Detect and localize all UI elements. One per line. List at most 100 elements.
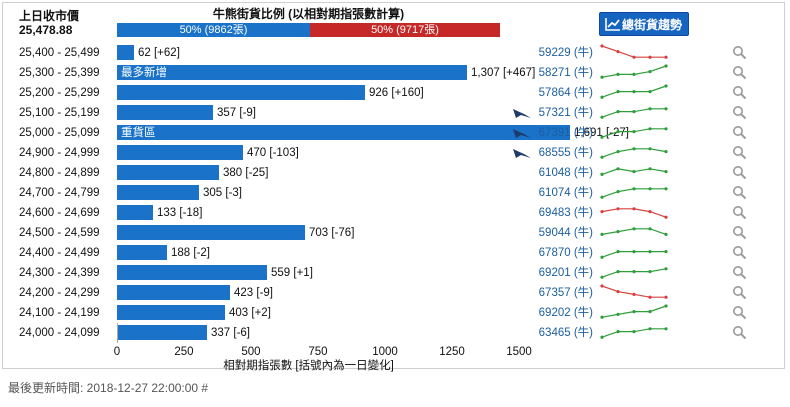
outstanding-bar <box>117 305 225 320</box>
strike-range-label: 25,400 - 25,499 <box>19 47 100 59</box>
bar-value-label: 423 [-9] <box>234 287 273 299</box>
strike-range-label: 24,000 - 24,099 <box>19 327 100 339</box>
outstanding-bar <box>117 225 305 240</box>
bar-highlight-tag: 重貨區 <box>121 127 156 139</box>
outstanding-bar <box>117 85 365 100</box>
top-cbbc-code-link[interactable]: 57864 (牛) <box>538 87 593 99</box>
strike-range-label: 24,800 - 24,899 <box>19 167 100 179</box>
x-axis-tick-label: 1250 <box>439 346 465 358</box>
trend-sparkline[interactable] <box>599 163 669 183</box>
magnifier-icon[interactable] <box>732 265 747 280</box>
bull-bear-ratio-bar: 50% (9862張) 50% (9717張) <box>117 23 500 37</box>
outstanding-row: 24,300 - 24,399 559 [+1] 69201 (牛) <box>3 263 784 283</box>
outstanding-row: 25,300 - 25,399 最多新增 1,307 [+467] 58271 (牛) <box>3 63 784 83</box>
magnifier-icon[interactable] <box>732 145 747 160</box>
magnifier-icon[interactable] <box>732 185 747 200</box>
magnifier-icon[interactable] <box>732 165 747 180</box>
total-outstanding-trend-button[interactable]: 總街貨趨勢 <box>599 12 689 36</box>
outstanding-row: 25,200 - 25,299 926 [+160] 57864 (牛) <box>3 83 784 103</box>
bar-value-label: 337 [-6] <box>211 327 250 339</box>
magnifier-icon[interactable] <box>732 85 747 100</box>
strike-range-label: 24,400 - 24,499 <box>19 247 100 259</box>
outstanding-row: 25,000 - 25,099 重貨區 1,691 [-27] 67391 (牛) <box>3 123 784 143</box>
top-cbbc-code-link[interactable]: 59229 (牛) <box>538 47 593 59</box>
outstanding-row: 24,900 - 24,999 470 [-103] 68555 (牛) <box>3 143 784 163</box>
trend-sparkline[interactable] <box>599 83 669 103</box>
top-cbbc-code-link[interactable]: 59044 (牛) <box>538 227 593 239</box>
magnifier-icon[interactable] <box>732 305 747 320</box>
magnifier-icon[interactable] <box>732 325 747 340</box>
bar-value-label: 305 [-3] <box>203 187 242 199</box>
bar-value-label: 380 [-25] <box>223 167 269 179</box>
outstanding-bar <box>117 65 467 80</box>
strike-range-label: 24,100 - 24,199 <box>19 307 100 319</box>
outstanding-row: 25,400 - 25,499 62 [+62] 59229 (牛) <box>3 43 784 63</box>
outstanding-row: 24,600 - 24,699 133 [-18] 69483 (牛) <box>3 203 784 223</box>
magnifier-icon[interactable] <box>732 105 747 120</box>
strike-range-label: 25,200 - 25,299 <box>19 87 100 99</box>
strike-range-label: 25,000 - 25,099 <box>19 127 100 139</box>
trend-sparkline[interactable] <box>599 243 669 263</box>
top-cbbc-code-link[interactable]: 57321 (牛) <box>538 107 593 119</box>
outstanding-row: 24,100 - 24,199 403 [+2] 69202 (牛) <box>3 303 784 323</box>
trend-sparkline[interactable] <box>599 63 669 83</box>
top-cbbc-code-link[interactable]: 61048 (牛) <box>538 167 593 179</box>
magnifier-icon[interactable] <box>732 225 747 240</box>
ratio-title: 牛熊街貨比例 (以相對期指張數計算) <box>212 7 405 21</box>
outstanding-bar <box>117 205 153 220</box>
trend-sparkline[interactable] <box>599 183 669 203</box>
trend-sparkline[interactable] <box>599 283 669 303</box>
outstanding-row: 24,500 - 24,599 703 [-76] 59044 (牛) <box>3 223 784 243</box>
top-cbbc-code-link[interactable]: 67357 (牛) <box>538 287 593 299</box>
trend-sparkline[interactable] <box>599 143 669 163</box>
top-cbbc-code-link[interactable]: 68555 (牛) <box>538 147 593 159</box>
magnifier-icon[interactable] <box>732 205 747 220</box>
bull-ratio-segment: 50% (9862張) <box>117 23 310 37</box>
strike-range-label: 24,300 - 24,399 <box>19 267 100 279</box>
outstanding-bar <box>117 165 219 180</box>
outstanding-bar <box>117 185 199 200</box>
top-cbbc-code-link[interactable]: 69483 (牛) <box>538 207 593 219</box>
trend-sparkline[interactable] <box>599 223 669 243</box>
strike-range-label: 25,300 - 25,399 <box>19 67 100 79</box>
outstanding-row: 24,000 - 24,099 337 [-6] 63465 (牛) <box>3 323 784 343</box>
top-cbbc-code-link[interactable]: 67870 (牛) <box>538 247 593 259</box>
x-axis-tick-label: 500 <box>241 346 261 358</box>
bar-value-label: 926 [+160] <box>369 87 424 99</box>
top-cbbc-code-link[interactable]: 63465 (牛) <box>538 327 593 339</box>
top-cbbc-code-link[interactable]: 61074 (牛) <box>538 187 593 199</box>
cbbc-panel: 上日收市價 25,478.88 牛熊街貨比例 (以相對期指張數計算) 50% (… <box>2 2 785 372</box>
outstanding-bar <box>117 105 213 120</box>
trend-sparkline[interactable] <box>599 43 669 63</box>
trend-sparkline[interactable] <box>599 103 669 123</box>
top-cbbc-code-link[interactable]: 58271 (牛) <box>538 67 593 79</box>
magnifier-icon[interactable] <box>732 125 747 140</box>
magnifier-icon[interactable] <box>732 45 747 60</box>
trend-sparkline[interactable] <box>599 303 669 323</box>
top-cbbc-code-link[interactable]: 69201 (牛) <box>538 267 593 279</box>
strike-range-label: 24,700 - 24,799 <box>19 187 100 199</box>
bar-value-label: 133 [-18] <box>157 207 203 219</box>
trend-sparkline[interactable] <box>599 263 669 283</box>
x-axis-title: 相對期指張數 [括號內為一日變化] <box>223 360 394 372</box>
outstanding-bar <box>117 245 167 260</box>
x-axis-tick-label: 0 <box>113 346 121 358</box>
trend-sparkline[interactable] <box>599 323 669 343</box>
strike-range-label: 24,900 - 24,999 <box>19 147 100 159</box>
x-axis-tick-label: 1000 <box>372 346 398 358</box>
magnifier-icon[interactable] <box>732 245 747 260</box>
prev-close-label: 上日收市價 <box>19 9 80 23</box>
top-cbbc-code-link[interactable]: 67391 (牛) <box>538 127 593 139</box>
x-axis-tick-label: 1500 <box>506 346 532 358</box>
top-cbbc-code-link[interactable]: 69202 (牛) <box>538 307 593 319</box>
bar-value-label: 357 [-9] <box>217 107 256 119</box>
trend-button-label: 總街貨趨勢 <box>622 18 683 32</box>
bar-value-label: 403 [+2] <box>229 307 271 319</box>
prev-close-value: 25,478.88 <box>19 23 73 37</box>
bar-value-label: 62 [+62] <box>138 47 180 59</box>
magnifier-icon[interactable] <box>732 65 747 80</box>
trend-sparkline[interactable] <box>599 123 669 143</box>
magnifier-icon[interactable] <box>732 285 747 300</box>
trend-sparkline[interactable] <box>599 203 669 223</box>
bar-value-label: 559 [+1] <box>271 267 313 279</box>
